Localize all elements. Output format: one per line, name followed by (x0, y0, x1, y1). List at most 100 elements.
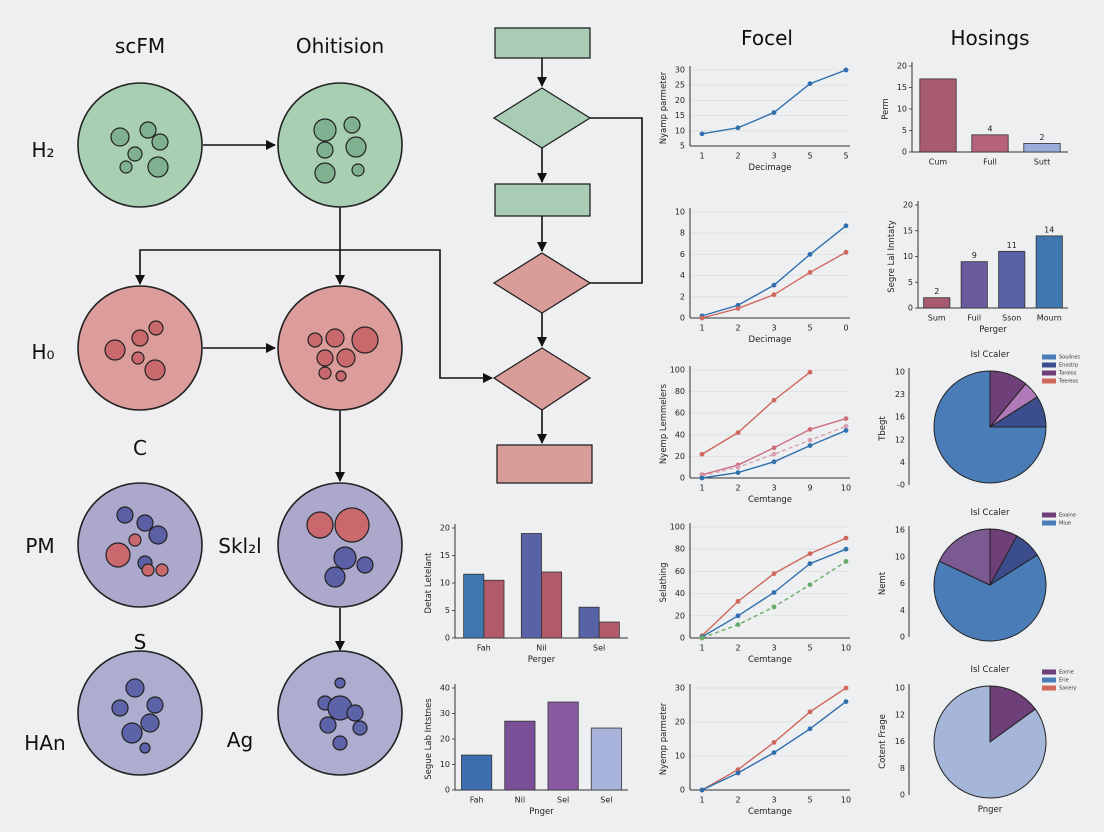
x-tick-label: Sutt (1034, 158, 1050, 167)
organelle (356, 556, 374, 574)
data-point (807, 551, 813, 557)
side-label: C (133, 436, 147, 460)
organelle (128, 533, 142, 547)
side-label: HAn (24, 731, 65, 755)
data-point (807, 709, 813, 715)
data-label: 2 (1039, 133, 1044, 142)
data-point (843, 546, 849, 552)
y-tick-label: 20 (675, 718, 685, 727)
y-tick-label: 4 (900, 606, 905, 615)
data-point (771, 451, 777, 457)
x-tick-label: 10 (841, 796, 851, 805)
data-point (735, 430, 741, 436)
cell-body (277, 82, 403, 208)
side-label: S (134, 630, 147, 654)
connectors (135, 140, 493, 651)
legend-label: Erie (1059, 678, 1069, 684)
data-point (771, 110, 777, 115)
data-label: 2 (934, 287, 939, 296)
legend-label: Enostrp (1059, 363, 1078, 369)
data-label: 4 (987, 124, 992, 133)
side-label: Ag (227, 728, 253, 752)
y-tick-label: 30 (675, 66, 685, 75)
data-point (807, 561, 813, 567)
organelle (148, 525, 168, 545)
y-tick-label: 0 (680, 474, 685, 483)
y-tick-label: 80 (675, 545, 685, 554)
legend-label: Tarolos (1058, 371, 1077, 377)
y-tick-label: 2 (680, 292, 685, 301)
data-point (735, 125, 741, 131)
data-point (771, 282, 777, 288)
organelle (332, 735, 348, 751)
column-title: Ohitision (296, 34, 384, 58)
y-tick-label: 30 (440, 709, 450, 718)
bar (923, 297, 951, 309)
y-tick-label: 15 (675, 111, 685, 120)
bar (960, 261, 988, 309)
data-point (771, 397, 777, 403)
legend-swatch (1042, 669, 1056, 675)
pie-slice (933, 685, 1047, 799)
x-tick-label: Nil (515, 796, 525, 805)
y-tick-label: 10 (675, 208, 685, 217)
x-tick-label: 10 (841, 644, 851, 653)
y-tick-label: 20 (440, 735, 450, 744)
bar (461, 754, 493, 791)
organelle (110, 127, 130, 147)
y-tick-label: 10 (440, 579, 450, 588)
x-axis-label: Pnger (978, 805, 1003, 815)
organelle (119, 160, 133, 174)
y-tick-label: 10 (903, 252, 913, 261)
y-tick-label: 4 (900, 458, 905, 467)
pie-slice (933, 554, 1047, 642)
bar (578, 606, 600, 639)
y-tick-label: 20 (897, 62, 907, 71)
x-tick-label: 5 (843, 152, 848, 161)
organelle (136, 514, 154, 532)
y-tick-label: 10 (675, 126, 685, 135)
organelle (351, 163, 365, 177)
organelle (346, 704, 364, 722)
legend-swatch (1042, 685, 1056, 691)
y-tick-label: 0 (900, 633, 905, 642)
y-tick-label: 16 (895, 526, 905, 535)
organelle (105, 542, 131, 568)
data-point (735, 622, 741, 628)
y-axis-label: Nemt (878, 571, 888, 595)
data-point (843, 559, 849, 564)
data-point (735, 470, 741, 475)
organelle (345, 136, 367, 158)
pie-title: Isl Ccaler (971, 665, 1010, 675)
data-point (771, 590, 777, 595)
legend-swatch (1042, 378, 1056, 384)
organelle (318, 366, 332, 380)
pie-slice (933, 370, 1047, 484)
x-tick-label: 3 (771, 152, 776, 161)
x-tick-label: Sum (928, 314, 946, 323)
organelle (147, 156, 169, 178)
x-tick-label: 10 (841, 484, 851, 493)
y-axis-label: Detat Letelant (424, 552, 434, 614)
y-tick-label: 5 (680, 142, 685, 151)
legend-label: Soulines (1059, 355, 1080, 361)
y-tick-label: 5 (445, 606, 450, 615)
x-axis-label: Cemtange (748, 655, 792, 665)
organelle (352, 720, 368, 736)
organelle (324, 566, 346, 588)
data-point (807, 427, 813, 432)
y-tick-label: 0 (680, 786, 685, 795)
y-tick-label: 40 (675, 589, 685, 598)
y-tick-label: -0 (897, 481, 905, 490)
x-tick-label: Full (983, 158, 997, 167)
bar (919, 78, 957, 153)
organelle (343, 116, 361, 134)
cell (77, 482, 203, 608)
x-axis-label: Cemtange (748, 807, 792, 817)
y-tick-label: 20 (675, 452, 685, 461)
x-tick-label: Fah (470, 796, 484, 805)
x-tick-label: 1 (699, 484, 704, 493)
organelle (141, 563, 155, 577)
y-tick-label: 5 (908, 278, 913, 287)
data-point (699, 475, 705, 481)
